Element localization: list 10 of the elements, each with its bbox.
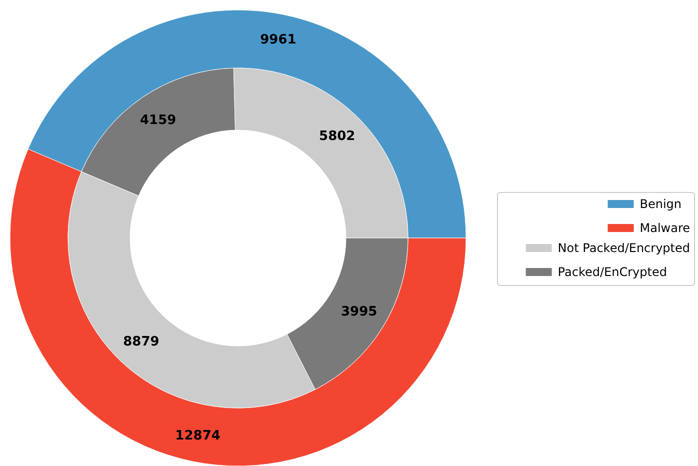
legend-label: Packed/EnCrypted xyxy=(558,265,667,279)
data-label: 8879 xyxy=(123,334,160,350)
data-label: 4159 xyxy=(140,113,176,128)
data-label: 3995 xyxy=(340,304,378,320)
data-label: 9961 xyxy=(260,32,296,48)
legend-label: Not Packed/Encrypted xyxy=(558,241,690,255)
legend-label: Benign xyxy=(640,197,682,211)
data-label: 12874 xyxy=(175,428,220,444)
legend-label: Malware xyxy=(640,221,690,235)
data-label: 5802 xyxy=(319,128,356,144)
